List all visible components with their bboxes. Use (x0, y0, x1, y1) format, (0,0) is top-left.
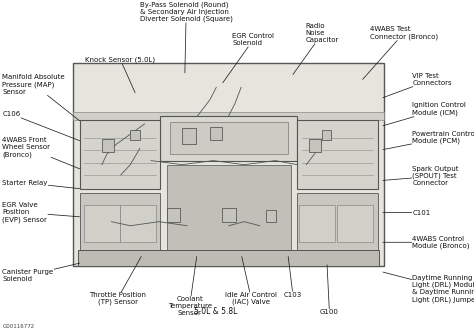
Text: Ignition Control
Module (ICM): Ignition Control Module (ICM) (383, 103, 466, 126)
Text: EGR Valve
Position
(EVP) Sensor: EGR Valve Position (EVP) Sensor (2, 202, 80, 223)
Text: Canister Purge
Solenoid: Canister Purge Solenoid (2, 263, 80, 282)
FancyBboxPatch shape (167, 209, 180, 222)
Text: 5.0L & 5.8L: 5.0L & 5.8L (194, 307, 237, 316)
Text: Throttle Position
(TP) Sensor: Throttle Position (TP) Sensor (89, 257, 146, 306)
FancyBboxPatch shape (337, 205, 373, 242)
FancyBboxPatch shape (102, 139, 114, 153)
Text: VIP Test
Connectors: VIP Test Connectors (383, 73, 452, 98)
Text: Spark Output
(SPOUT) Test
Connector: Spark Output (SPOUT) Test Connector (383, 166, 459, 186)
FancyBboxPatch shape (120, 205, 155, 242)
Text: Idle Air Control
(IAC) Valve: Idle Air Control (IAC) Valve (225, 257, 277, 306)
FancyBboxPatch shape (222, 209, 236, 222)
Text: 4WABS Control
Module (Bronco): 4WABS Control Module (Bronco) (383, 236, 470, 249)
Text: 4WABS Front
Wheel Sensor
(Bronco): 4WABS Front Wheel Sensor (Bronco) (2, 137, 80, 169)
FancyBboxPatch shape (73, 63, 384, 266)
Text: Powertrain Control
Module (PCM): Powertrain Control Module (PCM) (383, 131, 474, 150)
Text: G100: G100 (320, 265, 339, 315)
Text: Manifold Absolute
Pressure (MAP)
Sensor: Manifold Absolute Pressure (MAP) Sensor (2, 74, 80, 121)
FancyBboxPatch shape (210, 127, 222, 140)
Text: C106: C106 (2, 111, 80, 141)
Text: Daytime Running
Light (DRL) Module
& Daytime Running
Light (DRL) Jumper: Daytime Running Light (DRL) Module & Day… (383, 272, 474, 303)
Text: C103: C103 (284, 257, 302, 298)
FancyBboxPatch shape (80, 193, 160, 250)
FancyBboxPatch shape (170, 122, 288, 154)
FancyBboxPatch shape (130, 130, 140, 140)
Text: Coolant
Temperature
Sensor: Coolant Temperature Sensor (168, 257, 211, 316)
FancyBboxPatch shape (297, 120, 378, 189)
Text: EGR Control
Solenoid: EGR Control Solenoid (223, 33, 274, 83)
Text: Secondary Air Injection
By-Pass Solenoid (Round)
& Secondary Air Injection
Diver: Secondary Air Injection By-Pass Solenoid… (140, 0, 233, 73)
FancyBboxPatch shape (182, 128, 196, 144)
Text: G00116772: G00116772 (2, 324, 35, 329)
FancyBboxPatch shape (266, 210, 276, 222)
FancyBboxPatch shape (300, 205, 335, 242)
FancyBboxPatch shape (310, 139, 321, 153)
FancyBboxPatch shape (167, 165, 291, 250)
Text: Knock Sensor (5.0L): Knock Sensor (5.0L) (85, 56, 155, 93)
FancyBboxPatch shape (160, 116, 297, 161)
FancyBboxPatch shape (297, 193, 378, 250)
FancyBboxPatch shape (73, 112, 384, 120)
FancyBboxPatch shape (84, 205, 120, 242)
FancyBboxPatch shape (78, 250, 379, 266)
Text: Radio
Noise
Capacitor: Radio Noise Capacitor (293, 23, 339, 74)
Text: 4WABS Test
Connector (Bronco): 4WABS Test Connector (Bronco) (363, 26, 438, 79)
Text: Starter Relay: Starter Relay (2, 180, 80, 189)
FancyBboxPatch shape (322, 130, 331, 140)
FancyBboxPatch shape (80, 120, 160, 189)
Text: C101: C101 (383, 210, 431, 215)
